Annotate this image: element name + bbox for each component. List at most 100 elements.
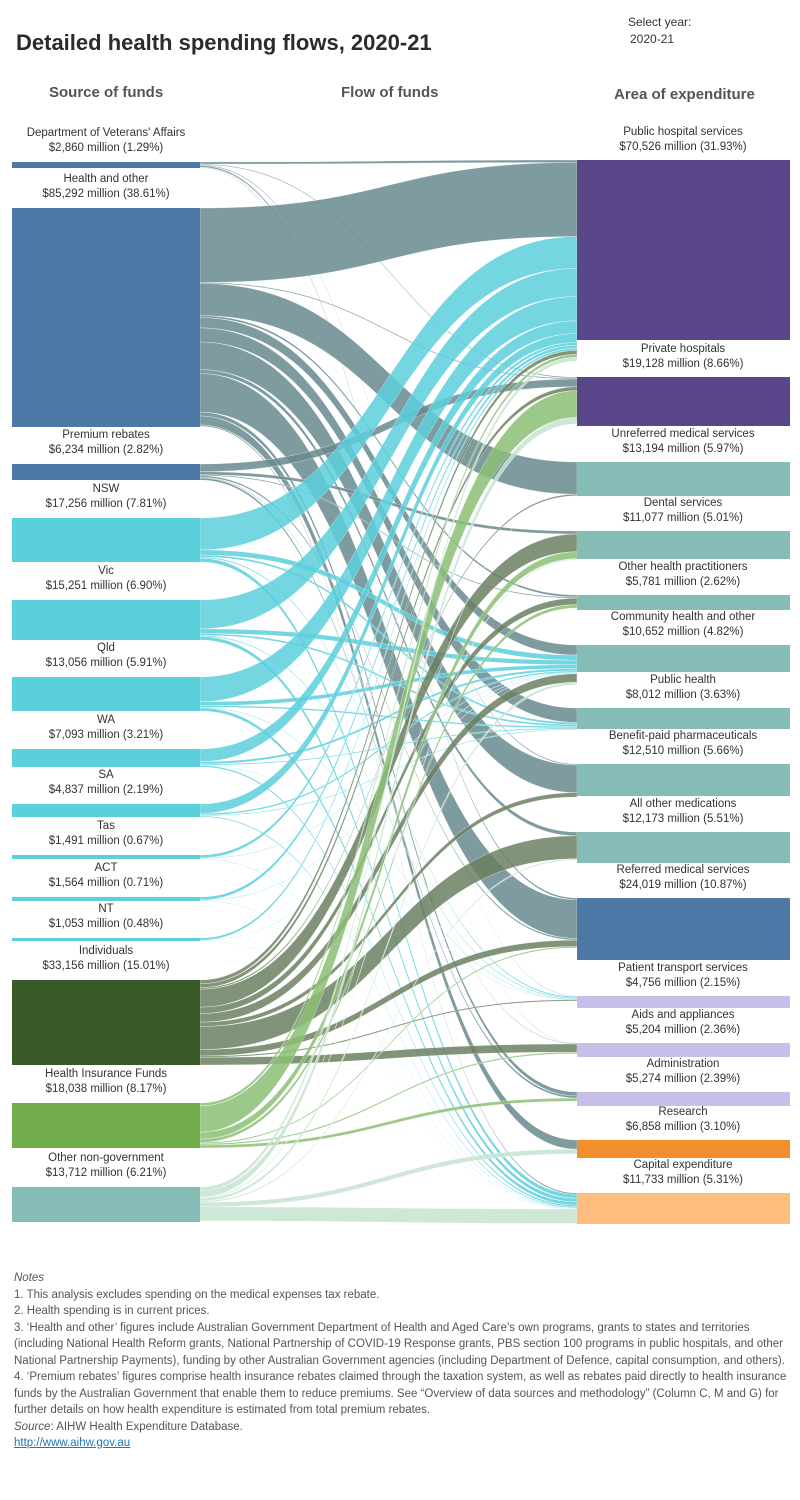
page-title: Detailed health spending flows, 2020-21 xyxy=(16,30,432,55)
area-node[interactable] xyxy=(577,1043,790,1057)
source-node-label: Other non-government $13,712 million (6.2… xyxy=(0,1151,226,1181)
flow-link[interactable] xyxy=(199,1149,578,1208)
area-node-value: $10,652 million (4.82%) xyxy=(622,626,744,638)
area-node[interactable] xyxy=(577,160,790,340)
source-node-name: Health and other xyxy=(63,173,149,185)
area-node-label: Public health $8,012 million (3.63%) xyxy=(563,673,800,703)
area-node-label: Aids and appliances $5,204 million (2.36%… xyxy=(563,1008,800,1038)
area-node-label: Other health practitioners $5,781 million… xyxy=(563,560,800,590)
flow-link[interactable] xyxy=(199,159,578,165)
area-node[interactable] xyxy=(577,996,790,1008)
note-4: 4. ‘Premium rebates’ figures comprise he… xyxy=(14,1371,787,1416)
area-node-name: Referred medical services xyxy=(616,864,750,876)
area-node-label: Unreferred medical services $13,194 milli… xyxy=(563,427,800,457)
source-node-value: $15,251 million (6.90%) xyxy=(45,580,167,592)
flow-link[interactable] xyxy=(199,357,578,1191)
area-node-name: Patient transport services xyxy=(618,962,748,974)
flow-link[interactable] xyxy=(199,1206,578,1224)
source-node-label: Premium rebates $6,234 million (2.82%) xyxy=(0,428,226,458)
area-node-value: $19,128 million (8.66%) xyxy=(622,358,744,370)
source-node-label: NSW $17,256 million (7.81%) xyxy=(0,482,226,512)
area-node[interactable] xyxy=(577,377,790,426)
source-node[interactable] xyxy=(12,980,200,1065)
source-node-label: WA $7,093 million (3.21%) xyxy=(0,713,226,743)
area-node-value: $11,733 million (5.31%) xyxy=(623,1174,743,1186)
area-node-value: $8,012 million (3.63%) xyxy=(625,689,741,701)
area-node-value: $5,781 million (2.62%) xyxy=(625,576,741,588)
source-node-value: $1,564 million (0.71%) xyxy=(48,877,164,889)
source-node-label: ACT $1,564 million (0.71%) xyxy=(0,861,226,891)
area-node-name: All other medications xyxy=(629,798,737,810)
source-node[interactable] xyxy=(12,855,200,859)
area-node-value: $11,077 million (5.01%) xyxy=(623,512,743,524)
source-node[interactable] xyxy=(12,749,200,767)
source-node-label: Health Insurance Funds $18,038 million (8… xyxy=(0,1067,226,1097)
area-node-name: Unreferred medical services xyxy=(611,428,755,440)
area-node-value: $6,858 million (3.10%) xyxy=(625,1121,741,1133)
source-node[interactable] xyxy=(12,518,200,562)
source-node-name: Health Insurance Funds xyxy=(44,1068,168,1080)
flow-link[interactable] xyxy=(199,558,578,1199)
source-node-label: Tas $1,491 million (0.67%) xyxy=(0,819,226,849)
source-node[interactable] xyxy=(12,677,200,711)
source-node-name: Tas xyxy=(97,820,115,832)
source-node[interactable] xyxy=(12,804,200,817)
area-node[interactable] xyxy=(577,832,790,863)
source-node-name: ACT xyxy=(94,862,118,874)
source-node-name: Vic xyxy=(98,565,114,577)
notes: Notes 1. This analysis excludes spending… xyxy=(14,1270,789,1452)
area-node[interactable] xyxy=(577,1140,790,1158)
source-node-name: Qld xyxy=(97,642,115,654)
area-node[interactable] xyxy=(577,462,790,496)
area-node-name: Other health practitioners xyxy=(618,561,748,573)
source-label: Source xyxy=(14,1420,51,1433)
source-text: : AIHW Health Expenditure Database. xyxy=(50,1420,243,1433)
source-node[interactable] xyxy=(12,1187,200,1222)
note-3: 3. ‘Health and other’ figures include Au… xyxy=(14,1321,785,1367)
area-node[interactable] xyxy=(577,1092,790,1106)
source-node[interactable] xyxy=(12,162,200,168)
source-node-name: Individuals xyxy=(78,945,134,957)
source-node[interactable] xyxy=(12,600,200,640)
source-node-label: Health and other $85,292 million (38.61%) xyxy=(0,172,226,202)
flow-link[interactable] xyxy=(199,682,578,1202)
source-node-label: SA $4,837 million (2.19%) xyxy=(0,768,226,798)
area-node-label: Patient transport services $4,756 million… xyxy=(563,961,800,991)
source-node[interactable] xyxy=(12,464,200,480)
area-node-value: $13,194 million (5.97%) xyxy=(622,443,744,455)
source-node-value: $4,837 million (2.19%) xyxy=(48,784,164,796)
source-node[interactable] xyxy=(12,1103,200,1148)
source-node-value: $1,491 million (0.67%) xyxy=(48,835,164,847)
area-node-name: Public hospital services xyxy=(623,126,743,138)
source-node-name: Other non-government xyxy=(48,1152,164,1164)
area-node-name: Dental services xyxy=(643,497,723,509)
source-node[interactable] xyxy=(12,208,200,427)
area-node[interactable] xyxy=(577,764,790,796)
source-node-value: $33,156 million (15.01%) xyxy=(42,960,170,972)
area-node-name: Administration xyxy=(646,1058,720,1070)
area-node[interactable] xyxy=(577,595,790,610)
area-node-label: Community health and other $10,652 millio… xyxy=(563,610,800,640)
area-node-label: Capital expenditure $11,733 million (5.31… xyxy=(563,1158,800,1188)
area-node-label: Research $6,858 million (3.10%) xyxy=(563,1105,800,1135)
aihw-link[interactable]: http://www.aihw.gov.au xyxy=(14,1437,131,1449)
sankey-diagram xyxy=(12,159,790,1224)
area-node-value: $5,274 million (2.39%) xyxy=(625,1073,741,1085)
area-node-value: $4,756 million (2.15%) xyxy=(625,977,741,989)
area-node-label: Public hospital services $70,526 million … xyxy=(563,125,800,155)
year-filter-dropdown[interactable]: 2020-21 xyxy=(630,32,675,46)
area-node[interactable] xyxy=(577,645,790,672)
source-node-label: Department of Veterans' Affairs $2,860 mi… xyxy=(0,126,226,156)
area-node[interactable] xyxy=(577,1193,790,1224)
flow-column-heading: Flow of funds xyxy=(341,84,439,101)
source-node-name: Department of Veterans' Affairs xyxy=(26,127,186,139)
area-node[interactable] xyxy=(577,708,790,729)
source-node-label: Qld $13,056 million (5.91%) xyxy=(0,641,226,671)
area-node[interactable] xyxy=(577,531,790,559)
source-node-label: Vic $15,251 million (6.90%) xyxy=(0,564,226,594)
area-node[interactable] xyxy=(577,898,790,960)
area-column-heading: Area of expenditure xyxy=(614,86,755,103)
source-node[interactable] xyxy=(12,938,200,941)
source-node[interactable] xyxy=(12,897,200,901)
